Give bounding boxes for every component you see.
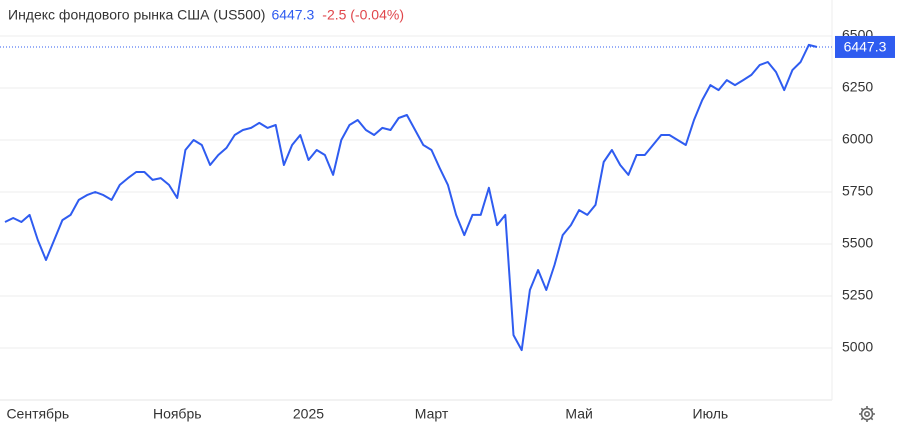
last-value-label: 6447.3 — [844, 39, 887, 55]
x-tick-label: Март — [415, 406, 449, 422]
x-tick-label: Май — [565, 406, 592, 422]
price-change: -2.5 (-0.04%) — [322, 7, 404, 23]
y-tick-label: 5000 — [842, 339, 873, 355]
x-tick-label: 2025 — [293, 406, 324, 422]
last-value-box — [835, 35, 895, 58]
price-line — [4, 43, 818, 352]
last-price: 6447.3 — [271, 7, 314, 23]
x-tick-label: Сентябрь — [6, 406, 69, 422]
chart-title: Индекс фондового рынка США (US500) — [8, 7, 265, 23]
y-tick-label: 5500 — [842, 235, 873, 251]
grid — [0, 35, 832, 349]
y-tick-label: 5250 — [842, 287, 873, 303]
x-tick-label: Июль — [693, 406, 729, 422]
y-tick-label: 6250 — [842, 79, 873, 95]
settings-icon[interactable] — [859, 406, 875, 422]
y-tick-label: 5750 — [842, 183, 873, 199]
x-tick-label: Ноябрь — [153, 406, 202, 422]
y-tick-label: 6000 — [842, 131, 873, 147]
